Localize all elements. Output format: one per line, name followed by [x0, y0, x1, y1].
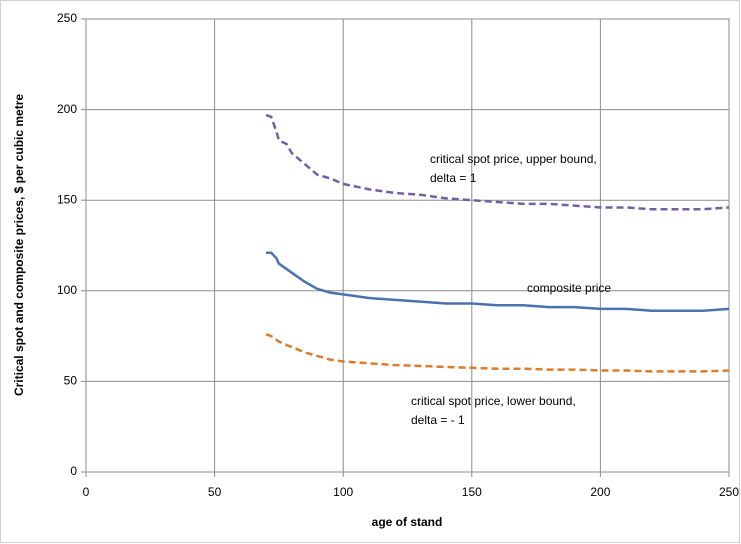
- x-tick-label: 0: [83, 485, 90, 499]
- y-tick-label: 250: [57, 11, 77, 25]
- annotation: critical spot price, upper bound,: [430, 152, 597, 166]
- y-tick-label: 100: [57, 283, 77, 297]
- x-tick-label: 100: [333, 485, 353, 499]
- data-line: [265, 113, 730, 211]
- annotation: critical spot price, lower bound,: [411, 394, 576, 408]
- x-tick-label: 150: [462, 485, 482, 499]
- y-axis-title: Critical spot and composite prices, $ pe…: [12, 94, 26, 396]
- data-line: [265, 333, 730, 373]
- annotation: delta = 1: [430, 171, 477, 185]
- x-tick-label: 200: [590, 485, 610, 499]
- annotation: composite price: [527, 281, 611, 295]
- x-tick-label: 50: [208, 485, 222, 499]
- x-axis-title: age of stand: [372, 515, 443, 529]
- y-tick-label: 200: [57, 102, 77, 116]
- x-tick-label: 250: [719, 485, 739, 499]
- y-tick-label: 150: [57, 192, 77, 206]
- y-tick-label: 50: [64, 374, 78, 388]
- annotation: delta = - 1: [411, 413, 465, 427]
- data-line: [266, 251, 730, 312]
- plot-frame: [85, 18, 730, 473]
- y-tick-label: 0: [70, 464, 77, 478]
